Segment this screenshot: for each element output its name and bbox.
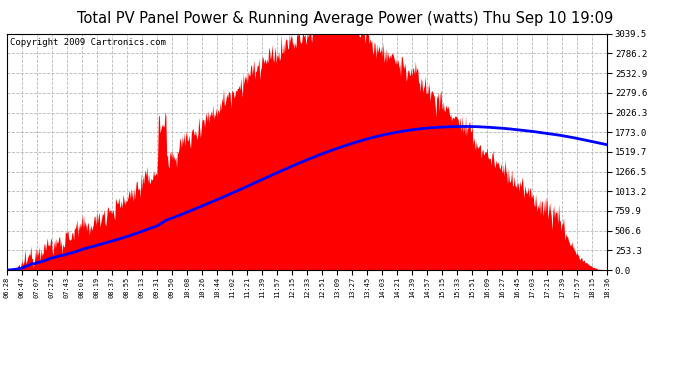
Text: Total PV Panel Power & Running Average Power (watts) Thu Sep 10 19:09: Total PV Panel Power & Running Average P… [77, 11, 613, 26]
Text: Copyright 2009 Cartronics.com: Copyright 2009 Cartronics.com [10, 39, 166, 48]
